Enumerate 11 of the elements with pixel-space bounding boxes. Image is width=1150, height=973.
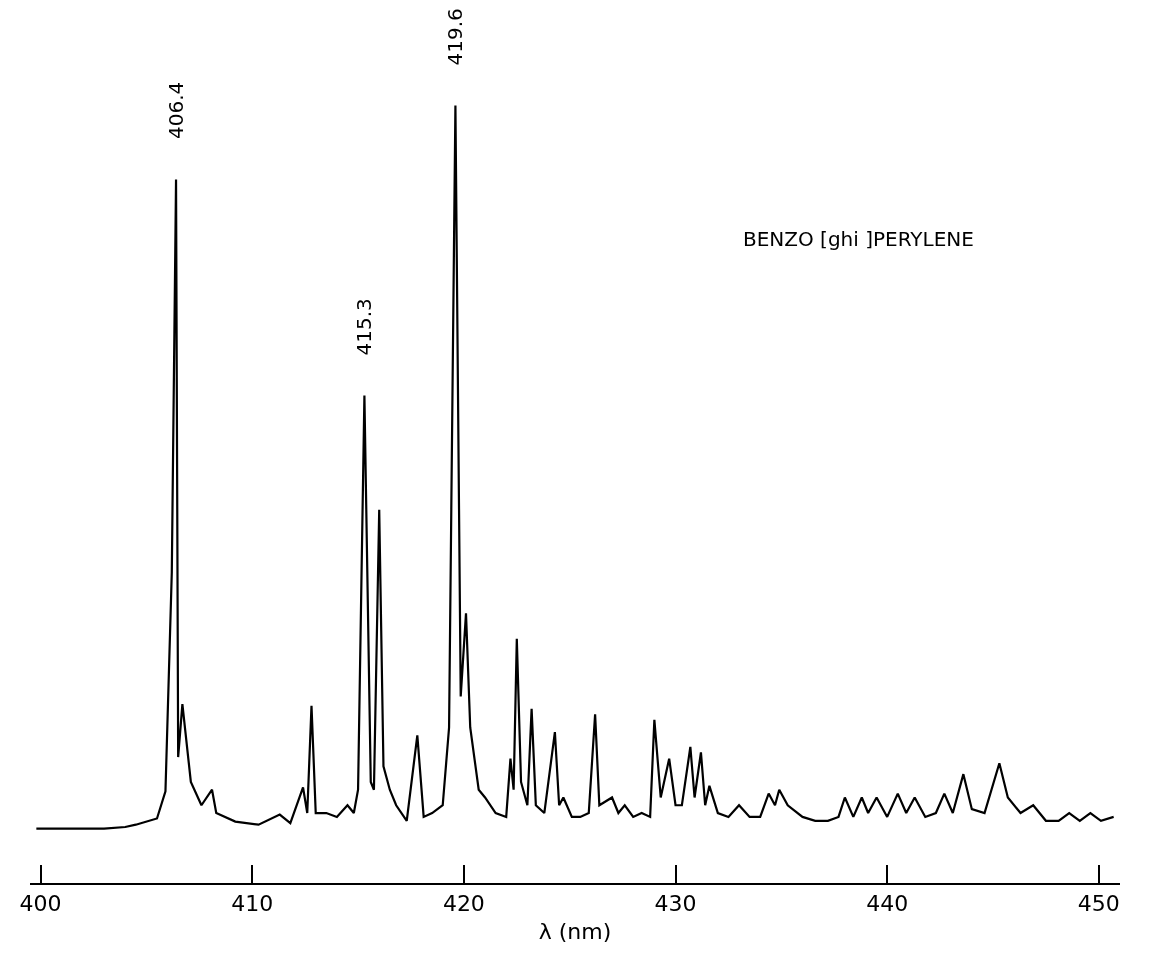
- annotation: 406.4: [164, 81, 189, 139]
- x-tick-label: 420: [442, 891, 485, 917]
- x-tick-label: 400: [19, 891, 62, 917]
- annotation: 419.6: [443, 8, 468, 66]
- x-tick-label: 410: [231, 891, 274, 917]
- x-tick-label: 450: [1077, 891, 1120, 917]
- annotation: 415.3: [352, 298, 377, 356]
- x-tick-label: 430: [654, 891, 697, 917]
- x-tick-label: 440: [866, 891, 909, 917]
- annotation: BENZO [ghi ]PERYLENE: [743, 227, 974, 251]
- x-axis-title: λ (nm): [538, 918, 612, 944]
